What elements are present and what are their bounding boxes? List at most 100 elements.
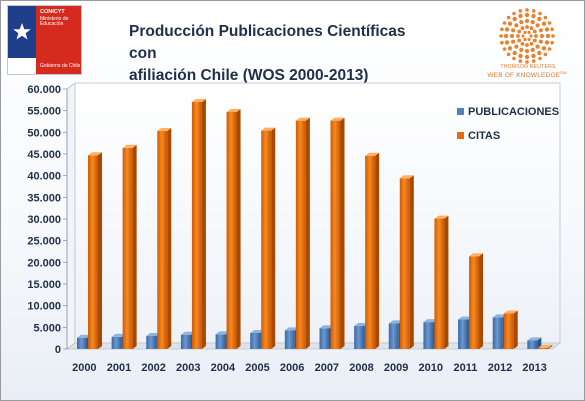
logo-dot: [512, 16, 517, 22]
bar-side-citas-2004: [236, 108, 241, 349]
logo-dot: [550, 40, 554, 45]
legend-label-citas: CITAS: [468, 130, 500, 142]
bar-top-publicaciones-2003: [180, 331, 195, 335]
bar-top-citas-2013: [538, 344, 553, 348]
x-tick-label: 2001: [107, 362, 131, 374]
logo-dot: [500, 27, 504, 32]
chart-title-line1: Producción Publicaciones Científicas con: [129, 23, 406, 62]
logo-dot: [511, 39, 516, 44]
service-mark: SM: [560, 70, 567, 75]
bar-top-publicaciones-2006: [284, 327, 299, 331]
logo-dot: [531, 53, 536, 59]
logo-dot: [507, 46, 513, 51]
logo-dot: [530, 47, 535, 53]
bar-side-citas-2013: [548, 344, 553, 349]
bar-publicaciones-2008: [354, 326, 365, 349]
flag-white-strip: [8, 58, 36, 74]
y-tick-label: 35.000: [27, 192, 61, 204]
logo-dot: [516, 34, 520, 38]
bar-top-publicaciones-2007: [319, 325, 334, 329]
bar-top-publicaciones-2004: [215, 331, 230, 335]
logo-dot: [544, 27, 550, 32]
x-axis: 2000 2001 2002 2003 2004 2005 2006 2007 2008 2009…: [72, 362, 547, 374]
logo-dot: [500, 40, 504, 45]
logo-dot: [550, 27, 554, 32]
flag-red-block: [36, 6, 81, 74]
bar-citas-2002: [157, 131, 168, 349]
logo-dot: [529, 26, 534, 31]
logo-dot: [517, 38, 522, 43]
bar-publicaciones-2001: [111, 336, 122, 349]
logo-dot: [538, 39, 543, 44]
bar-citas-2001: [122, 147, 133, 349]
bar-publicaciones-2007: [319, 328, 330, 349]
logo-dot: [524, 54, 530, 60]
bars: [77, 99, 553, 349]
bar-top-citas-2000: [88, 152, 102, 156]
logo-dot: [525, 43, 529, 47]
bar-side-citas-2012: [513, 310, 518, 349]
logo-dot: [541, 46, 547, 51]
logo-dot: [524, 12, 530, 18]
conicyt-logo: CONICYT Ministerio de Educación Gobierno…: [7, 5, 82, 75]
thomson-reuters-label: THOMSON REUTERS: [500, 64, 556, 70]
logo-dot: [517, 29, 522, 34]
logo-dot: [504, 40, 510, 45]
bar-citas-2013: [538, 347, 549, 349]
logo-dot: [502, 47, 507, 51]
y-tick-label: 30.000: [27, 214, 61, 226]
x-tick-label: 2010: [419, 362, 443, 374]
bar-top-publicaciones-2012: [492, 314, 507, 318]
bar-top-publicaciones-2001: [111, 333, 126, 337]
logo-dot: [527, 37, 531, 42]
x-tick-label: 2007: [315, 362, 339, 374]
x-tick-label: 2005: [245, 362, 269, 374]
y-tick-label: 0: [55, 344, 61, 356]
bar-top-citas-2008: [365, 152, 380, 156]
flag-star-icon: [13, 23, 31, 40]
bar-side-citas-2001: [132, 144, 137, 349]
logo-dot: [518, 9, 523, 13]
web-of-knowledge-label: WEB OF KNOWLEDGESM: [485, 70, 569, 79]
thomson-reuters-logo: THOMSON REUTERS WEB OF KNOWLEDGESM: [485, 7, 569, 83]
logo-dot: [535, 23, 540, 28]
logo-dot: [525, 8, 529, 12]
bar-top-publicaciones-2002: [146, 333, 161, 336]
logo-dot: [527, 30, 531, 35]
logo-dot: [532, 29, 537, 34]
bar-top-citas-2007: [330, 117, 345, 121]
logo-dot: [531, 59, 536, 63]
bar-top-publicaciones-2011: [458, 316, 473, 320]
bar-side-citas-2005: [271, 127, 276, 349]
bar-citas-2010: [434, 218, 445, 349]
logo-dot: [514, 23, 519, 28]
logo-dot: [543, 15, 548, 20]
bar-publicaciones-2006: [284, 330, 295, 349]
y-tick-label: 25.000: [27, 236, 61, 248]
bar-side-citas-2003: [201, 99, 206, 349]
bar-publicaciones-2012: [492, 317, 503, 349]
logo-dot: [537, 50, 542, 56]
logo-dot: [524, 48, 530, 54]
bar-side-citas-2000: [98, 152, 102, 349]
logo-dot: [538, 56, 542, 61]
conicyt-name: CONICYT: [40, 9, 65, 15]
logo-dot: [545, 33, 551, 39]
x-tick-label: 2006: [280, 362, 304, 374]
bar-side-citas-2006: [305, 117, 310, 349]
bar-citas-2008: [365, 155, 376, 349]
bar-publicaciones-2005: [250, 332, 261, 349]
chart-title-line2: afiliación Chile (WOS 2000-2013): [129, 67, 369, 84]
logo-dot: [519, 47, 524, 53]
bar-publicaciones-2002: [146, 336, 157, 349]
logo-dot: [538, 28, 543, 33]
logo-dot: [532, 38, 537, 43]
bar-side-citas-2007: [340, 117, 345, 349]
logo-dot: [535, 44, 540, 49]
logo-dot: [506, 52, 511, 57]
logo-dot: [506, 15, 511, 20]
logo-dot: [509, 33, 515, 39]
ministerio-line2: Educación: [40, 21, 64, 27]
